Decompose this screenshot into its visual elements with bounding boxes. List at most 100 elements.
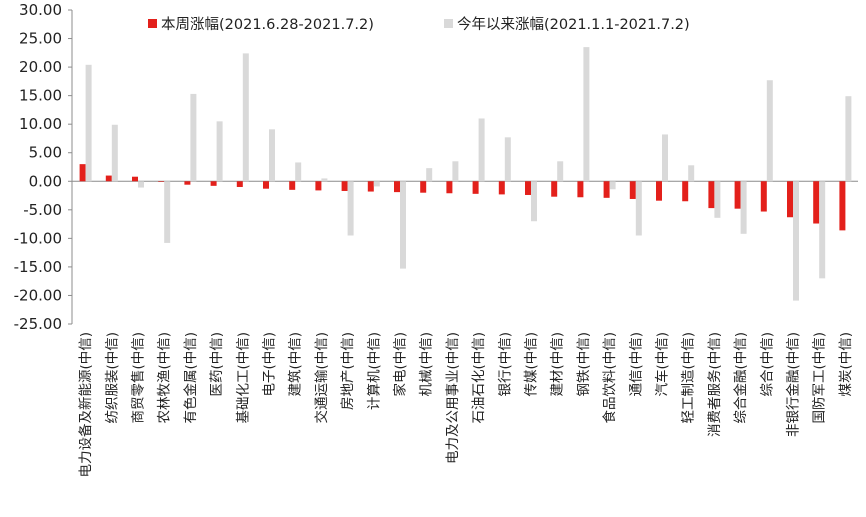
bar-weekly [420, 181, 427, 193]
x-tick-label: 轻工制造(中信) [681, 332, 697, 424]
bar-weekly [132, 176, 138, 182]
y-tick-label: -5.00 [23, 201, 62, 219]
x-tick-label: 电力设备及新能源(中信) [77, 332, 94, 478]
bar-ytd [531, 181, 537, 222]
bar-ytd [452, 161, 459, 182]
x-tick-label: 有色金属(中信) [182, 332, 199, 424]
bar-weekly [210, 181, 217, 186]
x-tick-label: 商贸零售(中信) [131, 332, 147, 424]
x-tick-label: 综合金融(中信) [733, 332, 749, 424]
bar-weekly [682, 181, 689, 202]
x-tick-label: 钢铁(中信) [576, 332, 592, 397]
bar-ytd [845, 96, 852, 182]
bar-ytd [609, 181, 616, 190]
x-tick-label: 食品饮料(中信) [601, 332, 618, 424]
y-tick-label: 25.00 [19, 30, 62, 48]
bar-weekly [839, 181, 846, 231]
y-tick-label: 0.00 [29, 172, 62, 190]
bar-ytd [688, 165, 695, 182]
bar-ytd [426, 168, 433, 182]
x-tick-label: 电力及公用事业(中信) [445, 332, 461, 464]
bar-weekly [577, 181, 584, 198]
x-tick-label: 综合(中信) [759, 332, 775, 397]
bar-ytd [478, 118, 485, 182]
y-tick-label: -15.00 [14, 258, 62, 276]
x-tick-label: 消费者服务(中信) [707, 332, 723, 437]
bar-weekly [629, 181, 636, 199]
bar-weekly [525, 181, 531, 195]
bar-weekly [184, 181, 191, 185]
bar-ytd [373, 181, 380, 187]
bar-weekly [734, 181, 741, 209]
bar-ytd [190, 93, 197, 182]
bar-weekly [551, 181, 558, 197]
bar-ytd [740, 181, 747, 234]
bar-ytd [557, 161, 564, 182]
bar-weekly [315, 181, 322, 191]
bar-weekly [158, 181, 165, 182]
x-tick-label: 纺织服装(中信) [104, 332, 120, 424]
bar-ytd [138, 181, 144, 188]
x-tick-label: 基础化工(中信) [234, 332, 251, 424]
bar-ytd [766, 80, 773, 182]
x-tick-label: 国防军工(中信) [812, 332, 828, 424]
bar-ytd [504, 137, 511, 182]
bar-ytd [347, 181, 354, 236]
x-tick-label: 建筑(中信) [288, 332, 304, 397]
bar-ytd [242, 53, 249, 182]
legend-swatch-ytd [444, 19, 453, 28]
bar-weekly [603, 181, 610, 198]
bar-ytd [111, 124, 118, 182]
x-tick-label: 医药(中信) [209, 332, 225, 397]
bar-ytd [635, 181, 642, 236]
bar-weekly [263, 181, 269, 189]
x-tick-label: 农林牧渔(中信) [157, 332, 173, 424]
bar-weekly [656, 181, 662, 201]
x-tick-label: 家电(中信) [392, 332, 409, 397]
y-tick-label: 10.00 [19, 115, 62, 133]
bar-weekly [394, 181, 400, 193]
y-tick-label: 15.00 [19, 87, 62, 105]
x-tick-label: 计算机(中信) [366, 332, 382, 410]
bar-ytd [662, 134, 668, 182]
y-tick-label: 30.00 [19, 1, 62, 19]
x-tick-label: 房地产(中信) [340, 332, 356, 410]
x-tick-label: 汽车(中信) [654, 332, 671, 397]
y-tick-label: -20.00 [14, 286, 62, 304]
bar-ytd [85, 64, 92, 182]
bar-weekly [760, 181, 767, 212]
bar-ytd [295, 162, 302, 182]
bar-weekly [289, 181, 296, 190]
bar-weekly [79, 164, 86, 182]
bar-weekly [498, 181, 505, 195]
x-tick-label: 电子(中信) [262, 332, 278, 397]
bar-ytd [400, 181, 406, 269]
bar-ytd [269, 129, 275, 182]
x-tick-label: 银行(中信) [497, 332, 513, 397]
bar-weekly [472, 181, 479, 194]
bar-weekly [367, 181, 374, 192]
legend-swatch-weekly [148, 19, 157, 28]
x-tick-label: 传媒(中信) [524, 332, 540, 397]
x-tick-label: 通信(中信) [628, 332, 644, 397]
y-tick-label: 20.00 [19, 58, 62, 76]
bar-ytd [321, 178, 328, 182]
bar-ytd [819, 181, 826, 279]
y-tick-label: -10.00 [14, 229, 62, 247]
bar-ytd [164, 181, 171, 243]
bar-ytd [583, 47, 590, 182]
bar-ytd [793, 181, 799, 301]
bar-weekly [341, 181, 348, 191]
bar-weekly [446, 181, 453, 194]
bar-weekly [708, 181, 715, 209]
x-tick-label: 煤炭(中信) [838, 332, 854, 397]
x-tick-label: 石油石化(中信) [471, 332, 487, 424]
bar-weekly [236, 181, 243, 187]
bar-weekly [787, 181, 793, 218]
x-tick-label: 非银行金融(中信) [786, 332, 802, 437]
legend-label-weekly: 本周涨幅(2021.6.28-2021.7.2) [161, 16, 374, 33]
bar-weekly [813, 181, 820, 224]
x-tick-label: 建材(中信) [550, 332, 566, 397]
